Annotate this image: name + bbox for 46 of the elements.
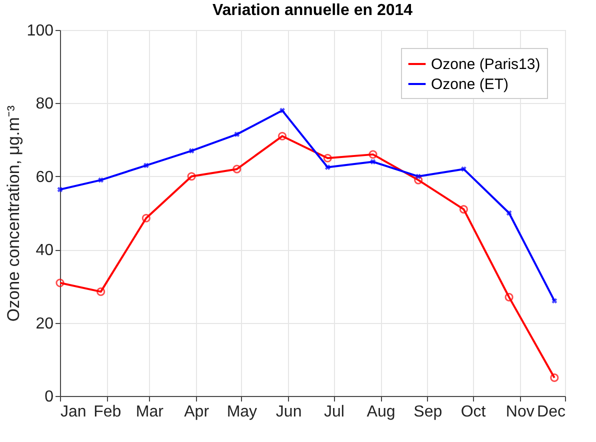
point bbox=[552, 298, 558, 304]
x-tick-label: Jan bbox=[60, 404, 86, 420]
y-tick-label: 0 bbox=[44, 388, 54, 406]
x-tick-label: Dec bbox=[537, 404, 566, 420]
point bbox=[96, 287, 106, 296]
point bbox=[278, 132, 287, 140]
point bbox=[187, 172, 196, 181]
point bbox=[506, 210, 512, 216]
point bbox=[188, 148, 194, 154]
point bbox=[414, 176, 423, 184]
point bbox=[368, 150, 378, 159]
chart-title: Variation annuelle en 2014 bbox=[212, 2, 413, 19]
point bbox=[56, 278, 64, 288]
y-tick-label: 20 bbox=[36, 315, 54, 332]
point bbox=[324, 164, 330, 170]
y-tick-label: 80 bbox=[36, 96, 54, 113]
point bbox=[232, 164, 242, 174]
x-tick-label: Mar bbox=[136, 404, 164, 420]
y-tick-label: 60 bbox=[36, 168, 54, 186]
y-tick-label: 100 bbox=[26, 22, 54, 40]
point bbox=[98, 177, 104, 183]
point bbox=[142, 214, 150, 222]
legend-label: Ozone (Paris13) bbox=[431, 56, 540, 73]
point bbox=[460, 166, 466, 172]
x-tick-label: Apr bbox=[184, 404, 210, 420]
x-tick-label: Sep bbox=[414, 404, 442, 420]
point bbox=[57, 186, 63, 192]
point bbox=[143, 162, 149, 168]
point bbox=[370, 159, 376, 164]
point bbox=[280, 108, 285, 114]
x-tick-label: Jul bbox=[324, 404, 344, 420]
y-axis-title: Ozone concentration, μg.m⁻³ bbox=[4, 105, 23, 322]
point bbox=[550, 373, 559, 382]
point bbox=[504, 292, 514, 302]
x-tick-label: Feb bbox=[94, 404, 122, 420]
x-tick-label: Nov bbox=[506, 404, 534, 420]
y-tick-label: 40 bbox=[36, 242, 54, 260]
x-tick-label: Oct bbox=[460, 404, 486, 420]
point bbox=[459, 205, 468, 214]
point bbox=[323, 154, 332, 162]
point bbox=[234, 132, 240, 138]
x-tick-label: Aug bbox=[366, 404, 396, 420]
x-tick-label: May bbox=[226, 404, 258, 420]
x-tick-label: Jun bbox=[276, 404, 302, 420]
legend-label: Ozone (ET) bbox=[431, 76, 509, 93]
point bbox=[416, 174, 422, 180]
